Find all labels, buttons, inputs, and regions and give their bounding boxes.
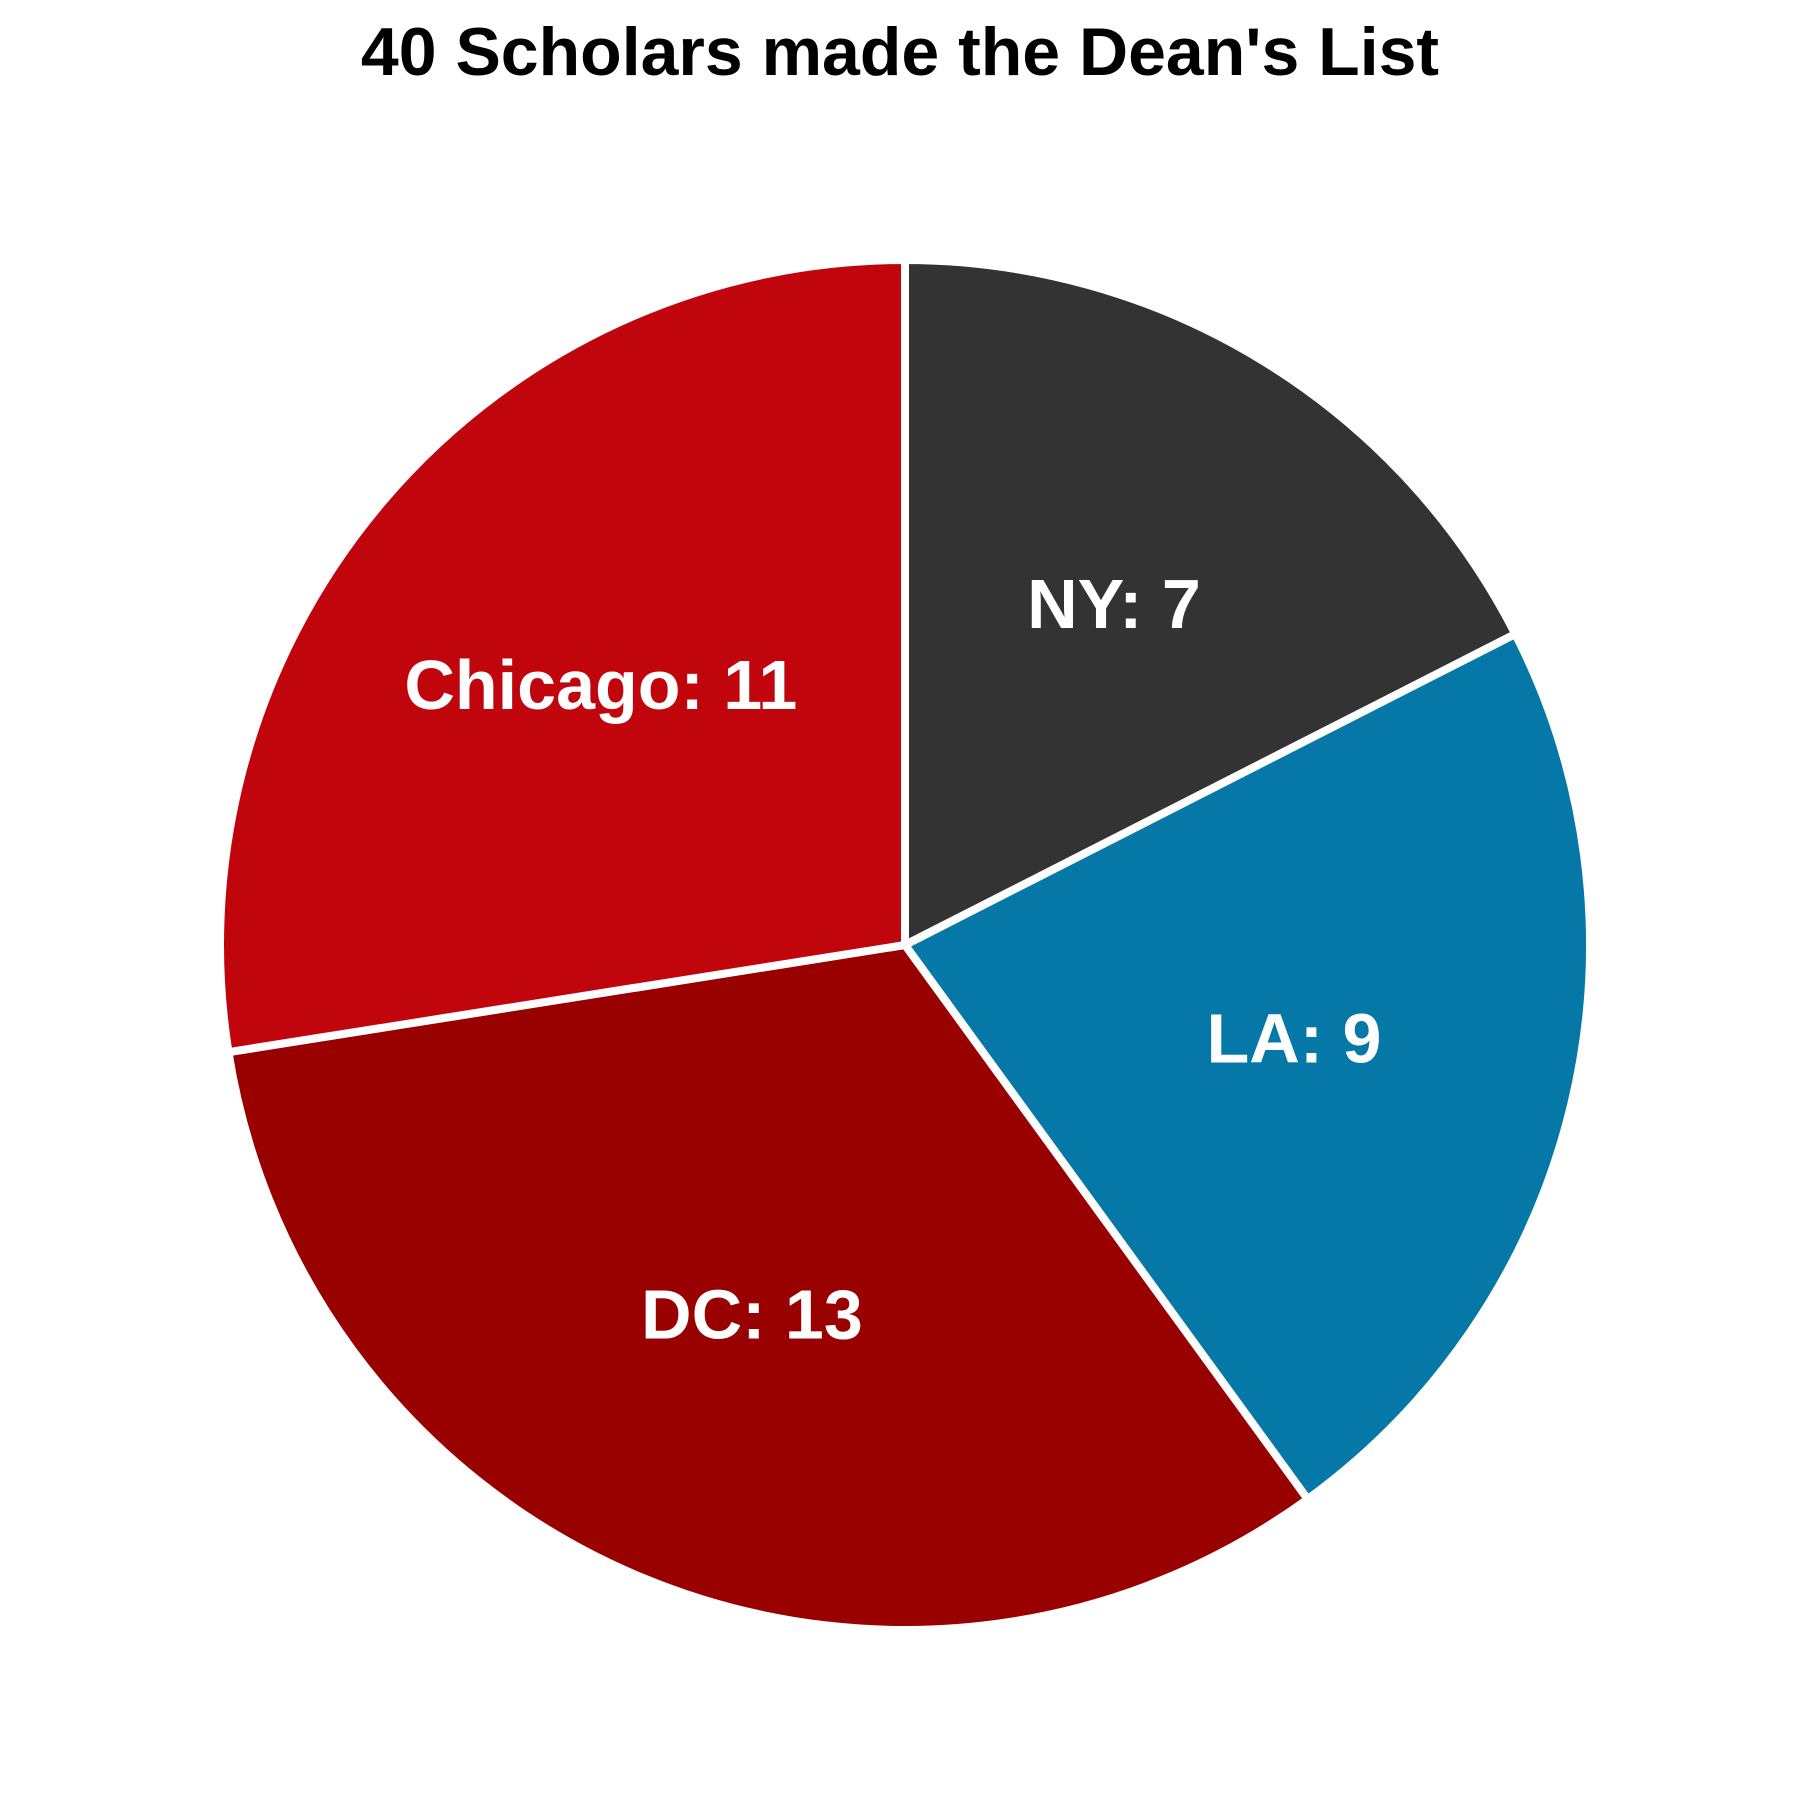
pie-slice-ny (901, 256, 1520, 949)
slice-label-ny: NY: 7 (1027, 565, 1201, 643)
chart-title: 40 Scholars made the Dean's List (360, 14, 1440, 90)
slice-label-chicago: Chicago: 11 (404, 646, 797, 724)
pie-slice-dc (224, 941, 1312, 1635)
pie-labels: NY: 7 LA: 9 DC: 13 Chicago: 11 (404, 565, 1381, 1354)
pie-slice-chicago (215, 256, 909, 1057)
pie-slice-la (901, 630, 1595, 1504)
pie-slices (215, 256, 1595, 1635)
slice-label-dc: DC: 13 (641, 1276, 863, 1354)
slice-label-la: LA: 9 (1206, 999, 1381, 1077)
